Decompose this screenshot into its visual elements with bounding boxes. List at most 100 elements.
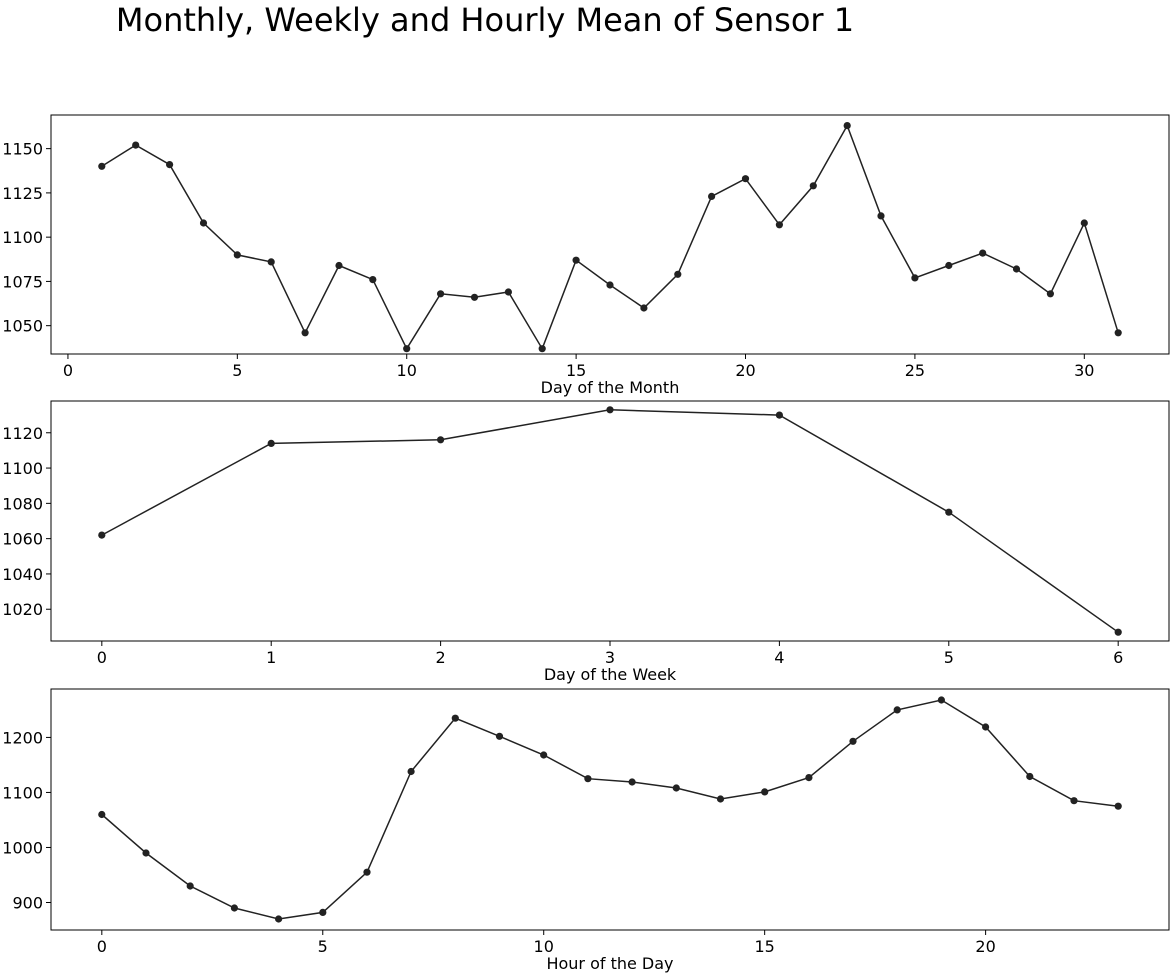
monthly-data-point [877, 212, 885, 220]
monthly-data-point [437, 290, 445, 298]
hourly-x-tick-label: 15 [754, 937, 774, 956]
hourly-data-point [319, 908, 327, 917]
weekly-x-tick-label: 6 [1113, 648, 1123, 667]
monthly-y-tick-label: 1050 [2, 317, 43, 336]
hourly-x-axis-label: Hour of the Day [546, 954, 673, 973]
weekly-x-tick-label: 2 [436, 648, 446, 667]
hourly-data-point [982, 723, 990, 731]
weekly-y-tick-label: 1120 [2, 424, 43, 443]
monthly-data-point [403, 345, 411, 353]
monthly-data-point [809, 182, 817, 190]
hourly-data-point [363, 868, 371, 876]
weekly-mean-panel: 0 1 2 3 4 5 6 1020 1040 1060 1080 1100 1120 Day of th… [2, 400, 1170, 684]
weekly-y-tick-label: 1100 [2, 459, 43, 478]
monthly-data-point [538, 345, 546, 353]
monthly-x-tick-label: 20 [735, 361, 755, 380]
weekly-data-point [267, 439, 275, 447]
monthly-data-point [301, 329, 309, 337]
monthly-y-tick-label: 1150 [2, 140, 43, 159]
monthly-x-tick-label: 5 [232, 361, 242, 380]
hourly-data-point [1070, 797, 1078, 805]
hourly-data-point [1114, 802, 1122, 810]
monthly-data-point [335, 261, 343, 270]
weekly-axes-frame [50, 400, 1170, 642]
monthly-x-tick-label: 10 [397, 361, 417, 380]
monthly-data-point [166, 161, 174, 169]
hourly-data-point [275, 915, 283, 923]
monthly-data-point [470, 293, 479, 301]
figure-title: Monthly, Weekly and Hourly Mean of Senso… [116, 1, 854, 39]
weekly-x-tick-label: 0 [97, 648, 107, 667]
hourly-data-point [628, 778, 636, 786]
monthly-data-point [1012, 265, 1021, 273]
weekly-x-tick-label: 3 [605, 648, 615, 667]
hourly-data-point [937, 696, 946, 704]
hourly-data-point [1026, 772, 1034, 781]
weekly-x-tick-label: 1 [266, 648, 276, 667]
monthly-y-tick-label: 1100 [2, 228, 43, 247]
monthly-data-point [504, 288, 512, 296]
monthly-data-point [1114, 329, 1122, 337]
weekly-y-tick-label: 1080 [2, 494, 43, 513]
monthly-data-point [674, 270, 682, 278]
monthly-data-point [1046, 290, 1054, 298]
monthly-data-point [98, 162, 106, 170]
monthly-data-point [233, 251, 241, 259]
monthly-data-point [267, 258, 275, 266]
monthly-y-tick-label: 1075 [2, 272, 43, 291]
weekly-y-tick-label: 1040 [2, 565, 43, 584]
hourly-data-point [849, 737, 857, 745]
hourly-data-point [230, 904, 238, 912]
weekly-y-tick-label: 1020 [2, 600, 43, 619]
hourly-y-tick-label: 1000 [2, 838, 43, 857]
hourly-x-tick-label: 10 [534, 937, 554, 956]
weekly-x-tick-label: 5 [944, 648, 954, 667]
monthly-data-point [708, 192, 716, 200]
weekly-series-line [101, 409, 1119, 633]
monthly-x-axis-label: Day of the Month [541, 378, 680, 397]
monthly-x-tick-label: 30 [1074, 361, 1094, 380]
weekly-x-axis-label: Day of the Week [544, 665, 677, 684]
hourly-mean-panel: 0 5 10 15 20 900 1000 1100 1200 Hour of the Day [2, 688, 1170, 973]
monthly-data-point [945, 261, 953, 270]
monthly-data-point [1080, 219, 1088, 227]
monthly-axes-frame [50, 114, 1170, 355]
hourly-x-tick-label: 0 [97, 937, 107, 956]
monthly-data-point [606, 281, 614, 289]
monthly-x-tick-label: 25 [905, 361, 925, 380]
monthly-data-point [843, 122, 851, 130]
monthly-y-tick-label: 1125 [2, 184, 43, 203]
weekly-data-point [775, 411, 784, 419]
weekly-data-point [1114, 628, 1122, 636]
hourly-data-point [142, 849, 150, 857]
hourly-data-point [893, 706, 901, 714]
weekly-x-tick-label: 4 [774, 648, 784, 667]
hourly-series-line [101, 699, 1119, 920]
weekly-data-point [945, 508, 953, 516]
monthly-data-point [369, 276, 377, 284]
monthly-data-point [199, 219, 208, 227]
hourly-data-point [584, 775, 592, 783]
monthly-data-point [640, 304, 648, 312]
hourly-data-point [98, 810, 106, 819]
hourly-y-tick-label: 1100 [2, 783, 43, 802]
monthly-data-point [741, 175, 750, 183]
monthly-data-point [979, 249, 987, 257]
hourly-y-tick-label: 900 [12, 893, 43, 912]
hourly-axes-frame [50, 688, 1170, 931]
hourly-x-tick-label: 5 [318, 937, 328, 956]
hourly-data-point [761, 788, 769, 796]
hourly-data-point [495, 732, 504, 740]
hourly-data-point [805, 774, 813, 782]
hourly-y-tick-label: 1200 [2, 728, 43, 747]
monthly-data-point [775, 221, 784, 229]
monthly-data-point [911, 274, 919, 282]
monthly-series-line [101, 123, 1119, 351]
hourly-data-point [540, 751, 548, 759]
monthly-x-tick-label: 0 [63, 361, 73, 380]
weekly-data-point [437, 436, 445, 444]
hourly-data-point [451, 714, 459, 722]
monthly-x-tick-label: 15 [566, 361, 586, 380]
weekly-data-point [98, 531, 106, 539]
